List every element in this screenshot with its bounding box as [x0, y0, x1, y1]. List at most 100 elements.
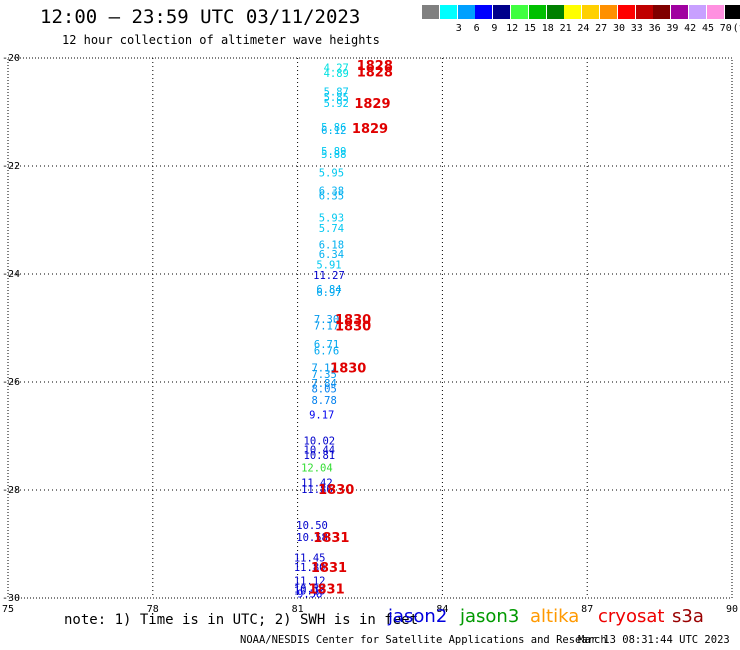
legend-swatch [617, 5, 635, 19]
y-tick-label: -20 [2, 53, 20, 64]
legend-label: 24 [577, 23, 590, 34]
wave-height-value: 6.97 [316, 287, 341, 299]
legend-label: 9 [491, 23, 498, 34]
wave-height-value: 11.45 [294, 553, 326, 565]
legend-label: 27 [595, 23, 608, 34]
wave-height-value: 8.78 [311, 395, 336, 407]
wave-height-value: 10.81 [304, 450, 336, 462]
wave-height-value: 11.42 [301, 477, 333, 489]
wave-height-value: 6.38 [319, 185, 344, 197]
legend-label: 15 [523, 23, 537, 34]
wave-height-value: 7.84 [311, 378, 336, 390]
wave-height-value: 7.35 [311, 369, 336, 381]
legend-label: 18 [541, 23, 554, 34]
legend-swatch [600, 5, 617, 19]
legend-label: 70 [719, 23, 732, 34]
legend-label: 30 [612, 23, 626, 34]
legend-label: 36 [648, 23, 661, 34]
wave-height-value: 5.89 [321, 146, 346, 158]
legend-label: 12 [506, 23, 519, 34]
wave-height-value: 10.16 [294, 585, 326, 597]
pass-id-label: 1830 [335, 313, 371, 328]
wave-height-value: 11.86 [301, 484, 333, 496]
legend-swatch [422, 5, 439, 19]
page-title: 12:00 – 23:59 UTC 03/11/2023 [40, 6, 361, 28]
y-tick-label: -26 [2, 377, 20, 388]
legend-swatch [653, 5, 671, 19]
x-tick-label: 81 [292, 604, 304, 615]
legend-swatch [706, 5, 724, 19]
x-tick-label: 84 [436, 604, 448, 615]
legend-swatch [582, 5, 600, 19]
pass-id-label: 1829 [354, 97, 390, 112]
timestamp-text: Mar 13 08:31:44 UTC 2023 [578, 634, 730, 646]
legend-swatch [493, 5, 511, 19]
pass-id-label: 1828 [357, 66, 393, 81]
y-tick-label: -30 [2, 593, 20, 604]
satellite-label: s3a [672, 606, 704, 627]
legend-label: 33 [630, 23, 643, 34]
legend-swatch [671, 5, 689, 19]
wave-height-value: 10.02 [304, 435, 336, 447]
pass-id-label: 1831 [308, 582, 344, 597]
legend-label: 21 [559, 23, 572, 34]
wave-height-value: 11.80 [294, 562, 326, 574]
legend-swatch [475, 5, 493, 19]
legend-label: 45 [701, 23, 715, 34]
wave-height-value: 5.87 [324, 86, 349, 98]
legend-swatch [724, 5, 740, 19]
x-tick-label: 90 [726, 604, 738, 615]
satellite-label: jason2 [388, 606, 448, 627]
wave-height-value: 5.95 [319, 167, 344, 179]
legend-swatch [439, 5, 457, 19]
legend-swatch [546, 5, 564, 19]
wave-height-value: 6.71 [314, 339, 339, 351]
satellite-label: altika [530, 606, 580, 627]
wave-height-value: 5.92 [324, 98, 349, 110]
wave-height-value: 6.34 [319, 249, 344, 261]
satellite-label: cryosat [598, 606, 665, 627]
wave-height-value: 5.93 [319, 212, 344, 224]
wave-height-value: 5.74 [319, 223, 344, 235]
y-tick-label: -24 [2, 269, 20, 280]
x-tick-label: 75 [2, 604, 14, 615]
wave-height-value: 6.12 [321, 125, 346, 137]
y-tick-label: -22 [2, 161, 20, 172]
wave-height-value: 7.17 [311, 362, 336, 374]
legend-swatch [457, 5, 475, 19]
wave-height-value: 7.17 [314, 320, 339, 332]
wave-height-value: 5.91 [316, 259, 341, 271]
legend-label: 42 [684, 23, 697, 34]
wave-height-value: 11.27 [313, 270, 345, 282]
wave-height-value: 9.17 [309, 409, 334, 421]
legend-swatch [635, 5, 653, 19]
x-tick-label: 78 [147, 604, 159, 615]
legend-swatch [689, 5, 706, 19]
wave-height-value: 4.89 [324, 68, 349, 80]
legend-swatch [511, 5, 528, 19]
wave-height-value: 7.30 [314, 314, 339, 326]
wave-height-value: 6.35 [319, 191, 344, 203]
x-tick-label: 87 [581, 604, 593, 615]
wave-height-value: 11.12 [294, 576, 326, 588]
pass-id-label: 1831 [313, 531, 349, 546]
wave-height-value: 10.50 [296, 520, 328, 532]
satellite-label: jason3 [460, 606, 520, 627]
wave-height-value: 12.04 [301, 462, 333, 474]
wave-height-value: 6.18 [319, 239, 344, 251]
y-tick-label: -28 [2, 485, 20, 496]
legend-swatch [564, 5, 582, 19]
legend-label: (ft) [732, 23, 740, 34]
legend-label: 6 [473, 23, 480, 34]
pass-id-label: 1829 [352, 122, 388, 137]
plot-frame [7, 57, 733, 599]
legend-label: 39 [666, 23, 679, 34]
pass-id-label: 1830 [318, 483, 354, 498]
wave-height-value: 5.86 [321, 122, 346, 134]
wave-height-value: 10.32 [294, 583, 326, 595]
pass-id-label: 1830 [335, 319, 371, 334]
wave-height-value: 10.58 [296, 532, 328, 544]
footer-note: note: 1) Time is in UTC; 2) SWH is in fe… [64, 612, 419, 628]
page-subtitle: 12 hour collection of altimeter wave hei… [62, 33, 380, 47]
